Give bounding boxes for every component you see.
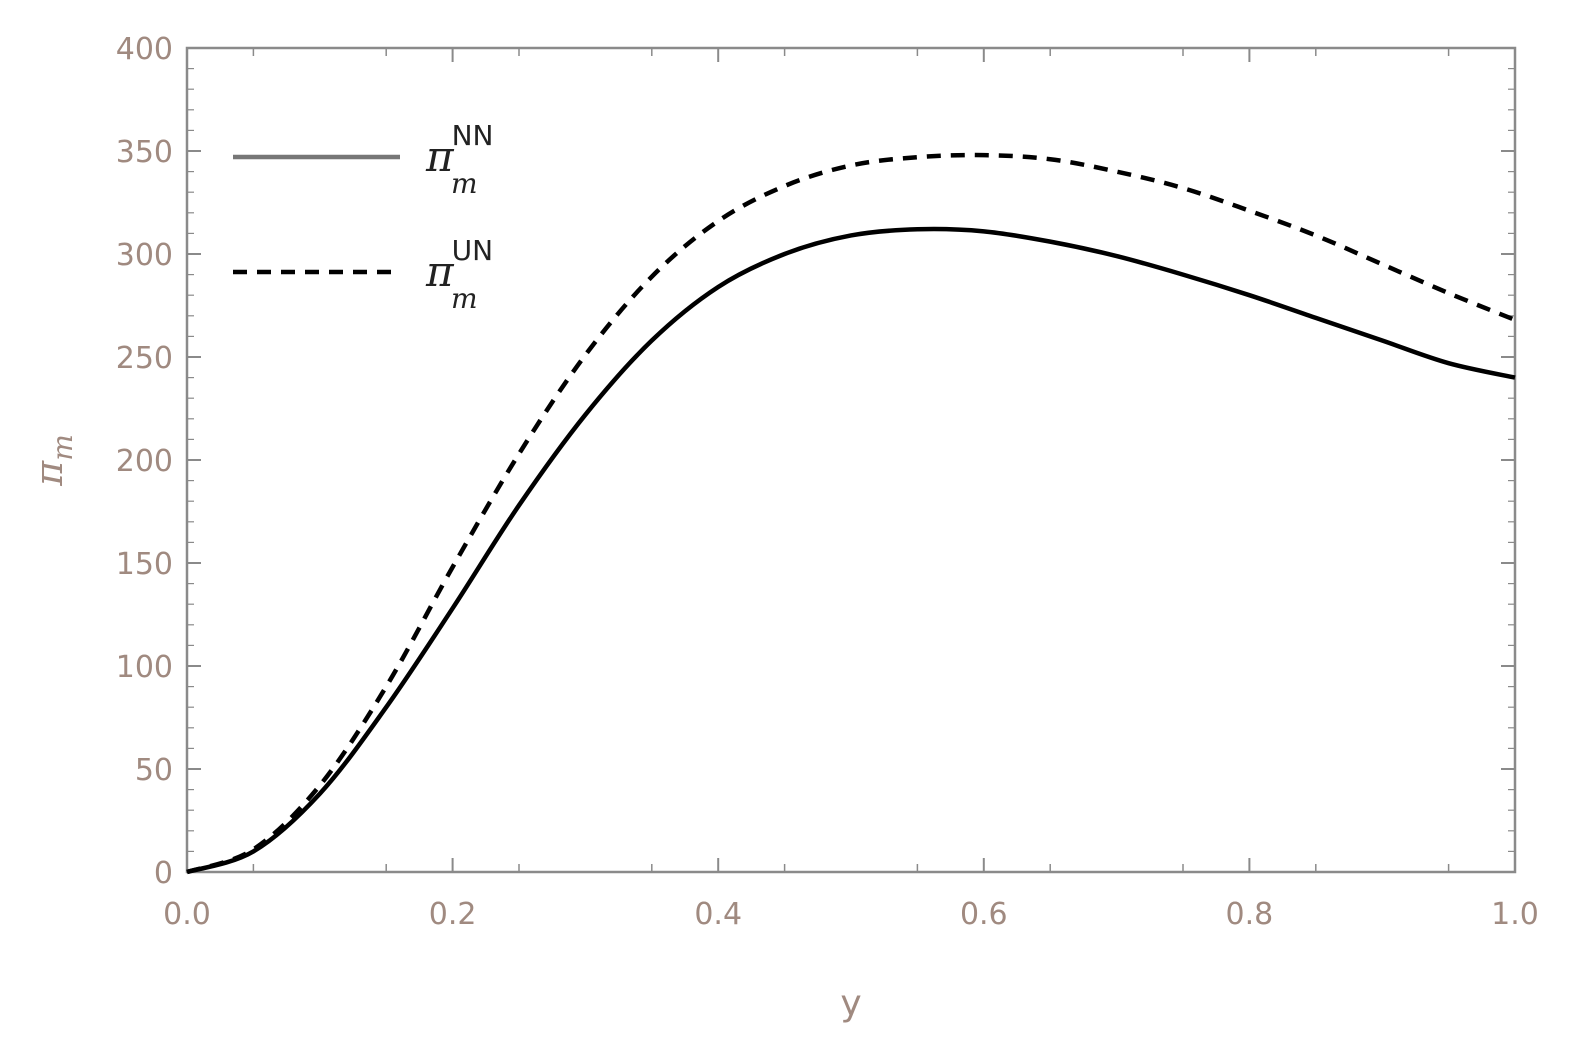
x-tick-label: 1.0 <box>1491 897 1539 932</box>
y-tick-label: 0 <box>154 856 173 891</box>
legend-label-nn: πNN m <box>425 119 494 200</box>
plot-frame <box>185 46 1517 874</box>
y-tick-label: 300 <box>116 238 173 273</box>
legend-label-un: πUN m <box>425 234 493 315</box>
series-line-nn <box>186 226 1516 875</box>
axes: 0.0 0.2 0.4 0.6 0.8 1.0 0 50 100 150 200 250 300 350 4… <box>27 32 1539 1024</box>
x-tick-label: 0.6 <box>960 897 1008 932</box>
x-tick-label: 0.0 <box>163 897 211 932</box>
y-axis-label: πm <box>27 434 79 487</box>
legend-label-sup: NN <box>452 119 494 152</box>
x-tick-label: 0.8 <box>1226 897 1274 932</box>
y-tick-label: 50 <box>135 753 173 788</box>
legend-label-sub: m <box>451 282 478 315</box>
y-tick-label: 400 <box>116 32 173 67</box>
y-tick-label: 350 <box>116 135 173 170</box>
series-layer <box>186 152 1516 875</box>
y-tick-label: 250 <box>116 341 173 376</box>
legend-label-sub: m <box>451 167 478 200</box>
y-tick-label: 200 <box>116 444 173 479</box>
x-tick-label: 0.4 <box>694 897 742 932</box>
y-axis-label-base: π <box>27 460 71 487</box>
y-tick-label: 100 <box>116 650 173 685</box>
x-axis-label: y <box>840 983 861 1024</box>
legend-label-sup: UN <box>452 234 493 267</box>
y-tick-label: 150 <box>116 547 173 582</box>
legend-label-base: π <box>425 247 455 296</box>
x-tick-label: 0.2 <box>429 897 477 932</box>
series-line-un <box>186 152 1516 875</box>
y-axis-label-sub: m <box>46 434 79 461</box>
y-axis-label-text: πm <box>27 434 79 487</box>
legend-label-base: π <box>425 132 455 181</box>
